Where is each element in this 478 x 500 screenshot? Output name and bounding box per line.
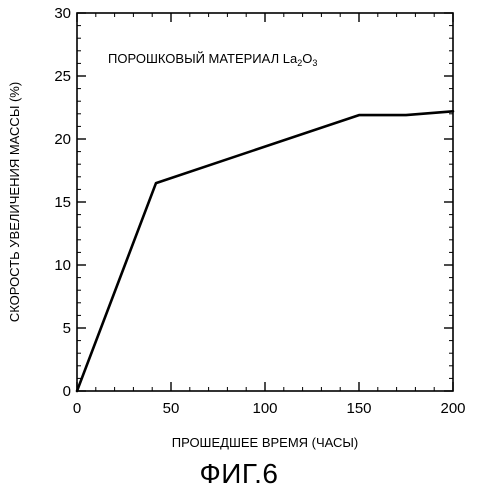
x-tick-label: 150 [346,400,371,417]
annotation-main: ПОРОШКОВЫЙ МАТЕРИАЛ La [108,51,298,66]
y-tick-label: 15 [54,194,71,211]
x-tick-label: 0 [73,400,81,417]
y-tick-label: 25 [54,68,71,85]
annotation-label: ПОРОШКОВЫЙ МАТЕРИАЛ La2O3 [108,51,317,68]
x-axis-title: ПРОШЕДШЕЕ ВРЕМЯ (ЧАСЫ) [172,435,359,450]
plot-frame [77,13,453,391]
x-tick-label: 200 [440,400,465,417]
y-tick-label: 5 [63,320,71,337]
axis-ticks [77,13,453,391]
y-tick-label: 20 [54,131,71,148]
y-tick-label: 30 [54,5,71,22]
series-line [77,111,453,391]
x-tick-label: 50 [163,400,180,417]
annotation-mid: O [302,51,312,66]
annotation-sub2: 3 [312,58,317,68]
y-axis-title: СКОРОСТЬ УВЕЛИЧЕНИЯ МАССЫ (%) [7,82,22,322]
tick-labels: 0 50 100 150 200 0 5 10 15 20 25 30 [54,5,465,417]
y-tick-label: 10 [54,257,71,274]
x-tick-label: 100 [252,400,277,417]
figure-caption: ФИГ.6 [0,458,478,490]
y-tick-label: 0 [63,383,71,400]
